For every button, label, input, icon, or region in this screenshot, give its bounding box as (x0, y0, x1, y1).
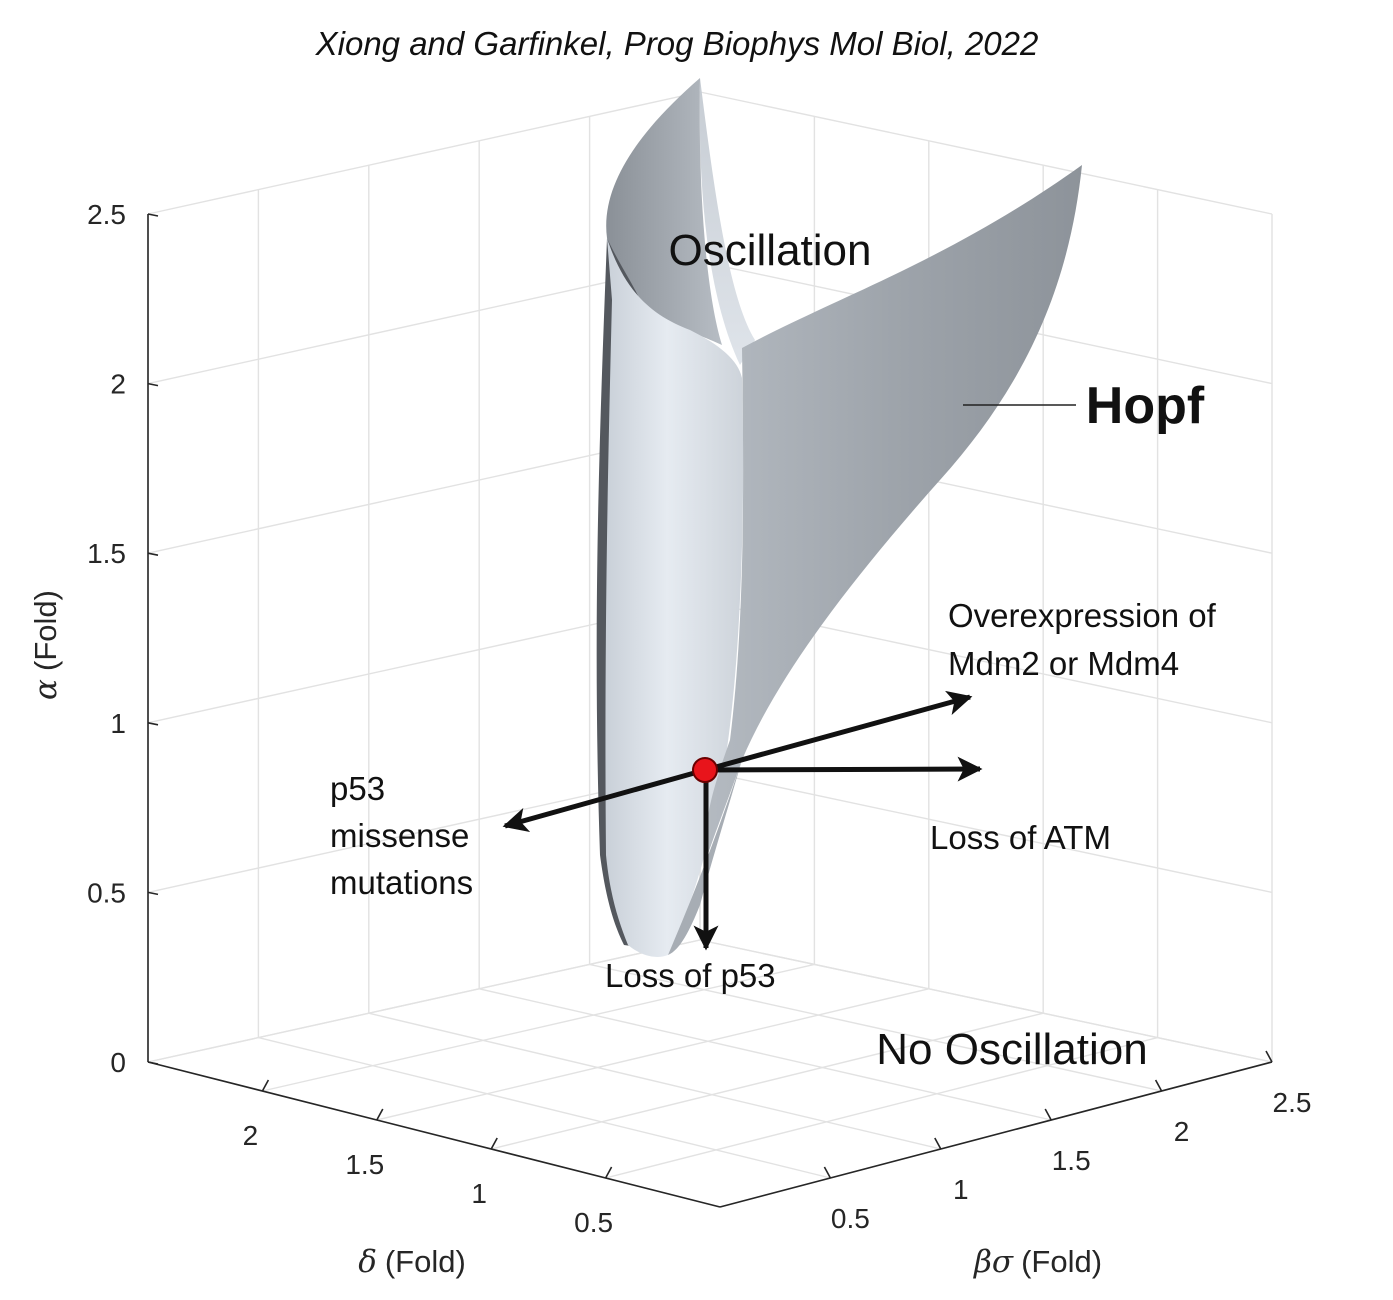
beta-sigma-axis-label: βσ (Fold) (973, 1244, 1102, 1280)
annotation-atm: Loss of ATM (930, 819, 1111, 856)
grid-line (605, 1036, 1158, 1179)
delta-tick-label: 1.5 (345, 1149, 384, 1180)
alpha-tick-mark (147, 382, 159, 387)
surface-left-flap (606, 78, 722, 345)
alpha-axis-label: α(Fold) (28, 590, 64, 700)
alpha-tick-label: 2.5 (87, 199, 126, 230)
alpha-tick-label: 1 (110, 708, 126, 739)
grid-line (589, 963, 1162, 1092)
annotation-p53-missense: p53 missense mutations (330, 770, 479, 901)
beta-sigma-axis-line (719, 1061, 1273, 1208)
grid-line (699, 769, 1273, 894)
delta-tick-label: 2 (243, 1120, 259, 1151)
beta-sigma-tick-label: 0.5 (831, 1203, 870, 1234)
beta-sigma-tick-mark (1265, 1050, 1273, 1063)
grid-line (258, 1036, 831, 1179)
delta-axis-label: δ (Fold) (358, 1244, 466, 1280)
no-oscillation-label: No Oscillation (876, 1025, 1147, 1074)
grid-line (147, 939, 701, 1063)
delta-tick-mark (604, 1166, 613, 1179)
surface-inner-tube (605, 238, 744, 957)
alpha-tick-mark (147, 891, 159, 896)
grid-line (262, 963, 815, 1092)
grid-line (147, 91, 701, 215)
alpha-tick-label: 0.5 (87, 877, 126, 908)
reference-point (692, 757, 718, 783)
arrow-atm (704, 756, 983, 782)
alpha-tick-label: 1.5 (87, 538, 126, 569)
arrow-p53-missense (502, 767, 706, 832)
alpha-tick-label: 0 (110, 1047, 126, 1078)
grid-line (699, 939, 1273, 1063)
grid-line (376, 988, 929, 1121)
annotation-p53-loss: Loss of p53 (605, 957, 776, 994)
beta-sigma-tick-mark (934, 1137, 942, 1150)
citation-text: Xiong and Garfinkel, Prog Biophys Mol Bi… (315, 25, 1039, 62)
oscillation-label: Oscillation (669, 226, 872, 275)
surface-inner-top (699, 78, 755, 365)
alpha-tick-mark (147, 1061, 159, 1065)
delta-tick-mark (261, 1079, 270, 1092)
grid-line (368, 1012, 941, 1150)
arrow-mdm (704, 690, 973, 773)
svg-text:α(Fold): α(Fold) (28, 590, 64, 700)
alpha-tick-mark (147, 722, 159, 726)
delta-tick-mark (376, 1108, 384, 1121)
alpha-tick-label: 2 (110, 369, 126, 400)
beta-sigma-tick-label: 1 (953, 1174, 969, 1205)
delta-tick-mark (490, 1137, 498, 1150)
grid-line (479, 988, 1052, 1121)
tick-labels: 0 0.5 1 1.5 2 2.5 2 1.5 1 0.5 0.5 1 1.5 2 2.5 (87, 199, 1311, 1238)
grid-line (491, 1012, 1044, 1150)
surface-right-wing (705, 165, 1082, 860)
beta-sigma-tick-label: 2 (1174, 1116, 1190, 1147)
grid-line (699, 91, 1273, 215)
alpha-tick-mark (147, 552, 159, 556)
beta-sigma-tick-mark (1044, 1108, 1052, 1121)
delta-axis-line (147, 1061, 721, 1208)
hopf-label: Hopf (1086, 377, 1205, 435)
delta-tick-label: 1 (471, 1178, 487, 1209)
perturbation-arrows (502, 690, 983, 951)
axes (147, 213, 1273, 1208)
beta-sigma-tick-label: 1.5 (1052, 1145, 1091, 1176)
beta-sigma-tick-mark (823, 1166, 832, 1179)
beta-sigma-tick-mark (1154, 1079, 1163, 1092)
beta-sigma-tick-label: 2.5 (1273, 1087, 1312, 1118)
annotation-mdm: Overexpression of Mdm2 or Mdm4 (948, 597, 1225, 682)
delta-tick-label: 0.5 (574, 1207, 613, 1238)
alpha-tick-mark (147, 213, 159, 217)
